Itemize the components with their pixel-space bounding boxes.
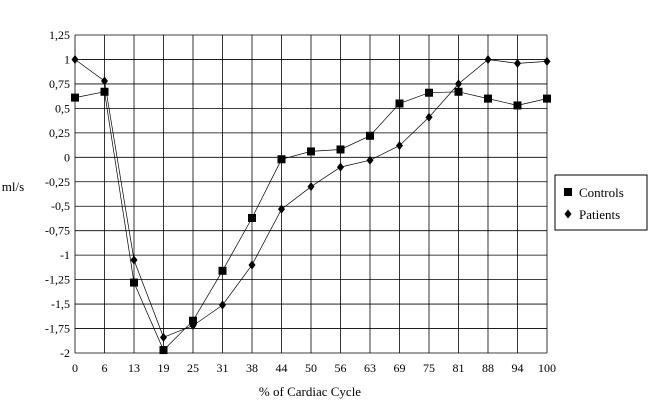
point-controls	[189, 316, 197, 325]
x-tick-label: 81	[453, 361, 465, 375]
y-tick-label: -0,25	[45, 175, 70, 189]
point-patients	[484, 54, 492, 64]
point-patients	[514, 58, 521, 68]
x-tick-label: 38	[246, 361, 258, 375]
point-patients	[278, 204, 285, 214]
y-tick-label: -2	[60, 346, 70, 360]
series-markers	[71, 54, 551, 355]
y-tick-label: 1,25	[49, 28, 70, 42]
point-patients	[160, 332, 167, 342]
legend-marker-patients	[564, 209, 572, 219]
point-patients	[248, 260, 256, 270]
point-controls	[395, 99, 404, 108]
x-tick-label: 44	[276, 361, 288, 375]
y-tick-label: -1,5	[51, 297, 70, 311]
x-tick-label: 31	[217, 361, 229, 375]
point-patients	[307, 182, 315, 192]
y-tick-label: -0,5	[51, 199, 70, 213]
x-tick-label: 13	[128, 361, 140, 375]
point-patients	[101, 76, 108, 86]
point-controls	[366, 131, 374, 140]
point-patients	[425, 112, 433, 122]
legend-label-controls: Controls	[579, 185, 624, 200]
point-patients	[219, 300, 226, 310]
grid-lines	[74, 34, 548, 354]
x-tick-label: 63	[364, 361, 376, 375]
x-tick-label: 6	[102, 361, 108, 375]
y-tick-label: -1,75	[45, 322, 70, 336]
y-tick-labels: 1,25 1 0,75 0,5 0,25 0 -0,25 -0,5 -0,75 -1 -1,25 -1…	[45, 28, 70, 360]
point-patients	[71, 54, 79, 64]
x-axis-title: % of Cardiac Cycle	[259, 384, 361, 399]
point-patients	[543, 56, 551, 66]
point-controls	[543, 94, 551, 103]
point-patients	[337, 162, 344, 172]
point-controls	[513, 101, 522, 110]
point-controls	[248, 213, 256, 222]
x-tick-labels: 0 6 13 19 25 31 38 44 50 56 63 69 75 81 88 94 100	[72, 361, 556, 375]
point-patients	[189, 321, 197, 331]
x-tick-label: 94	[512, 361, 524, 375]
y-tick-label: 0	[64, 150, 70, 164]
point-controls	[307, 147, 315, 156]
y-tick-label: 0,75	[49, 77, 70, 91]
x-tick-label: 69	[394, 361, 406, 375]
x-tick-label: 0	[72, 361, 78, 375]
legend-marker-controls	[564, 188, 572, 196]
y-axis-title: ml/s	[2, 179, 24, 194]
x-tick-label: 56	[335, 361, 347, 375]
x-tick-label: 88	[482, 361, 494, 375]
legend: Controls Patients	[554, 174, 648, 231]
x-tick-label: 75	[423, 361, 435, 375]
legend-label-patients: Patients	[579, 207, 620, 222]
x-tick-label: 25	[187, 361, 199, 375]
point-controls	[484, 94, 492, 103]
point-controls	[218, 266, 227, 275]
x-tick-label: 19	[158, 361, 170, 375]
x-tick-label: 100	[538, 361, 556, 375]
point-controls	[277, 155, 286, 164]
y-tick-label: -1	[60, 248, 70, 262]
point-patients	[366, 155, 374, 165]
legend-box	[554, 174, 648, 231]
point-controls	[130, 278, 138, 287]
x-tick-label: 50	[305, 361, 317, 375]
y-tick-label: 0,5	[55, 101, 70, 115]
point-patients	[396, 141, 403, 151]
point-patients	[455, 79, 462, 89]
point-controls	[71, 93, 79, 102]
y-tick-label: -0,75	[45, 224, 70, 238]
point-controls	[425, 88, 433, 97]
y-tick-label: 0,25	[49, 126, 70, 140]
point-controls	[159, 346, 168, 355]
point-controls	[336, 145, 345, 154]
point-controls	[454, 87, 463, 96]
point-patients	[130, 255, 138, 265]
y-tick-label: 1	[64, 52, 70, 66]
point-controls	[100, 87, 109, 96]
y-tick-label: -1,25	[45, 273, 70, 287]
